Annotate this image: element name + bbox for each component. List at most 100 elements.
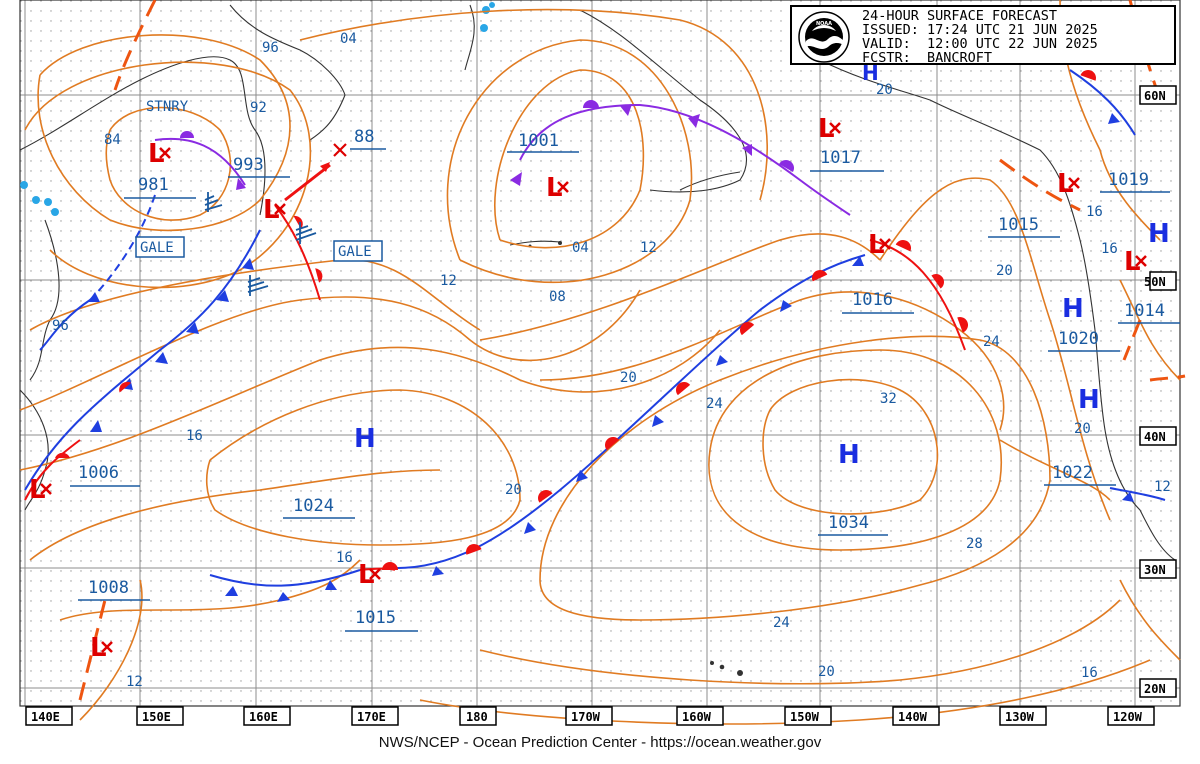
svg-text:160W: 160W — [682, 710, 712, 724]
high-symbol: H — [838, 440, 860, 470]
svg-text:16: 16 — [186, 428, 203, 444]
occluded-symbols — [180, 100, 794, 190]
product-info-lines: 24-HOUR SURFACE FORECAST ISSUED: 17:24 U… — [862, 9, 1098, 65]
svg-text:150W: 150W — [790, 710, 820, 724]
svg-text:120W: 120W — [1113, 710, 1143, 724]
svg-text:170W: 170W — [571, 710, 601, 724]
svg-text:40N: 40N — [1144, 430, 1166, 444]
gale-tag: GALE — [140, 240, 174, 256]
svg-text:08: 08 — [549, 289, 566, 305]
pressure-labels: 981 993 1001 1017 1016 1006 1008 1015 10… — [78, 127, 1165, 628]
low-symbol: L — [818, 114, 835, 144]
isobars — [19, 0, 1181, 725]
svg-text:20: 20 — [996, 263, 1013, 279]
wind-barbs — [204, 192, 317, 296]
surface-analysis-map: L L L L L L L L L L H H H H H H 981 993 … — [19, 0, 1186, 726]
high-centers: H H H H H H — [354, 61, 1170, 470]
svg-text:32: 32 — [880, 391, 897, 407]
cold-front-barbs — [88, 113, 1134, 602]
svg-text:16: 16 — [1081, 665, 1098, 681]
svg-text:60N: 60N — [1144, 89, 1166, 103]
svg-text:12: 12 — [1154, 479, 1171, 495]
product-info-box: NOAA 24-HOUR SURFACE FORECAST ISSUED: 17… — [790, 5, 1176, 65]
svg-text:96: 96 — [262, 40, 279, 56]
pressure-label: 1015 — [998, 215, 1039, 235]
noaa-logo: NOAA — [798, 11, 850, 63]
latitude-labels: 60N 40N 30N 20N 50N — [1139, 85, 1177, 698]
forecaster: FCSTR: BANCROFT — [862, 50, 993, 66]
pressure-label: 1016 — [852, 290, 893, 310]
svg-text:50N: 50N — [1144, 275, 1166, 289]
noaa-logo-text: NOAA — [816, 21, 832, 27]
pressure-label: 1015 — [355, 608, 396, 628]
svg-text:12: 12 — [640, 240, 657, 256]
pressure-label: 1001 — [518, 131, 559, 151]
svg-text:20: 20 — [620, 370, 637, 386]
high-symbol: H — [1062, 294, 1084, 324]
low-symbol: L — [358, 560, 375, 590]
low-symbol: L — [29, 475, 46, 505]
svg-text:04: 04 — [572, 240, 589, 256]
product-title: 24-HOUR SURFACE FORECAST — [862, 8, 1058, 24]
svg-text:24: 24 — [773, 615, 790, 631]
svg-text:150E: 150E — [142, 710, 171, 724]
tags: GALE GALE STNRY — [135, 99, 383, 262]
svg-text:20: 20 — [876, 82, 893, 98]
svg-text:24: 24 — [983, 334, 1000, 350]
svg-text:20: 20 — [505, 482, 522, 498]
svg-text:140E: 140E — [31, 710, 60, 724]
pressure-label: 1019 — [1108, 170, 1149, 190]
low-symbol: L — [546, 173, 563, 203]
svg-text:20: 20 — [818, 664, 835, 680]
longitude-labels: 140E 150E 160E 170E 180 170W 160W 150W 1… — [25, 706, 1155, 726]
low-symbol: L — [868, 230, 885, 260]
isobar-labels: 84 96 92 04 96 12 04 08 12 16 20 20 24 3… — [52, 31, 1171, 690]
svg-text:30N: 30N — [1144, 563, 1166, 577]
issued-time: ISSUED: 17:24 UTC 21 JUN 2025 — [862, 22, 1098, 38]
high-symbol: H — [1078, 385, 1100, 415]
motion-arrowhead — [320, 162, 330, 172]
svg-text:84: 84 — [104, 132, 121, 148]
warm-front-bumps — [55, 70, 1096, 570]
svg-text:16: 16 — [1101, 241, 1118, 257]
stationary-tag: STNRY — [146, 99, 189, 115]
svg-text:04: 04 — [340, 31, 357, 47]
pressure-label: 1017 — [820, 148, 861, 168]
pressure-label: 1022 — [1052, 463, 1093, 483]
pressure-label: 981 — [138, 175, 169, 195]
pressure-label: 1006 — [78, 463, 119, 483]
svg-text:130W: 130W — [1005, 710, 1035, 724]
low-symbol: L — [1057, 169, 1074, 199]
pressure-underlines — [70, 148, 1180, 632]
svg-text:92: 92 — [250, 100, 267, 116]
svg-text:170E: 170E — [357, 710, 386, 724]
svg-text:16: 16 — [1086, 204, 1103, 220]
pressure-label: 1014 — [1124, 301, 1165, 321]
svg-text:140W: 140W — [898, 710, 928, 724]
high-symbol: H — [1148, 219, 1170, 249]
low-symbol: L — [90, 633, 107, 663]
svg-text:12: 12 — [126, 674, 143, 690]
svg-text:28: 28 — [966, 536, 983, 552]
low-symbol: L — [263, 195, 280, 225]
high-symbol: H — [354, 424, 376, 454]
svg-text:12: 12 — [440, 273, 457, 289]
svg-text:160E: 160E — [249, 710, 278, 724]
pressure-label: 1020 — [1058, 329, 1099, 349]
low-symbol: L — [1124, 247, 1141, 277]
footer-credit: NWS/NCEP - Ocean Prediction Center - htt… — [378, 734, 822, 751]
pressure-label: 1024 — [293, 496, 334, 516]
svg-text:96: 96 — [52, 318, 69, 334]
low-centers: L L L L L L L L L L — [29, 114, 1147, 663]
svg-text:24: 24 — [706, 396, 723, 412]
gale-tag: GALE — [338, 244, 372, 260]
high-symbol: H — [862, 61, 879, 85]
valid-time: VALID: 12:00 UTC 22 JUN 2025 — [862, 36, 1098, 52]
pressure-label: 1034 — [828, 513, 869, 533]
svg-text:180: 180 — [466, 710, 488, 724]
svg-text:20N: 20N — [1144, 682, 1166, 696]
low-symbol: L — [148, 139, 165, 169]
pressure-label: 993 — [233, 155, 264, 175]
pressure-label: 1008 — [88, 578, 129, 598]
svg-text:16: 16 — [336, 550, 353, 566]
